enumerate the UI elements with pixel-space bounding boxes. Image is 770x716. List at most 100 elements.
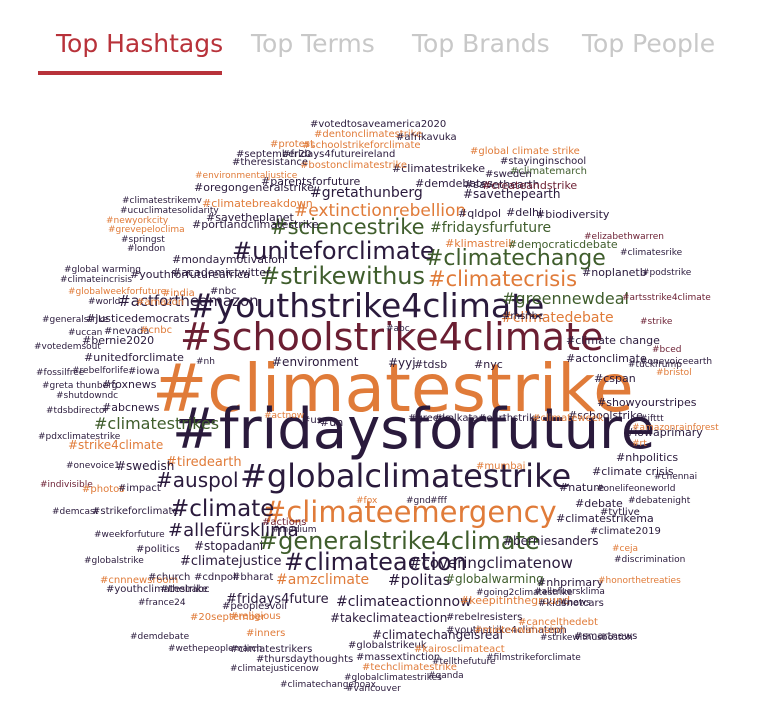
hashtag-word[interactable]: #greens [408, 413, 451, 424]
hashtag-word[interactable]: #rebelresisters [446, 612, 523, 623]
hashtag-word[interactable]: #tdsb [414, 358, 448, 371]
hashtag-word[interactable]: #tellthefuture [432, 657, 496, 667]
hashtag-word[interactable]: #youthforfutureafrica [130, 268, 250, 281]
hashtag-word[interactable]: #climateincrisis [60, 275, 133, 285]
hashtag-word[interactable]: #peoplesvoil [222, 601, 288, 612]
hashtag-word[interactable]: #savethearth [464, 178, 540, 191]
hashtag-word[interactable]: #allefuersklima [534, 587, 605, 597]
hashtag-word[interactable]: #global climate strike [470, 146, 580, 157]
hashtag-word[interactable]: #sweden [485, 169, 532, 180]
hashtag-word[interactable]: #greennewdeal [502, 289, 629, 308]
hashtag-word[interactable]: #climatechange [425, 246, 606, 271]
hashtag-word[interactable]: #nh [196, 357, 215, 367]
hashtag-word[interactable]: #climatecrisis [428, 267, 578, 291]
hashtag-word[interactable]: #unitedforclimate [84, 351, 184, 364]
hashtag-word[interactable]: #church [148, 572, 191, 583]
hashtag-word[interactable]: #globalclimatestrikes [344, 673, 442, 683]
hashtag-word[interactable]: #demdebate [130, 632, 190, 642]
hashtag-word[interactable]: #religious [230, 611, 281, 622]
hashtag-word[interactable]: #climateaction [284, 548, 467, 576]
hashtag-word[interactable]: #dentonclimatestrike [314, 129, 423, 140]
hashtag-word[interactable]: #youthstrike4climateph [446, 625, 567, 636]
hashtag-word[interactable]: #climatestrikeke [392, 162, 486, 175]
hashtag-word[interactable]: #climatestrike [152, 350, 634, 427]
hashtag-word[interactable]: #amazonrainforest [632, 423, 719, 433]
hashtag-word[interactable]: #qanda [428, 671, 464, 681]
hashtag-word[interactable]: #gretathunberg [310, 185, 423, 201]
hashtag-word[interactable]: #globalclimatestrike [240, 457, 572, 495]
hashtag-word[interactable]: #strikeforclimate [92, 506, 179, 517]
hashtag-word[interactable]: #swedish [116, 459, 175, 473]
hashtag-word[interactable]: #pdxclimatestrike [38, 432, 121, 442]
hashtag-word[interactable]: #fridays4future [226, 592, 329, 607]
hashtag-word[interactable]: #actnow [264, 411, 305, 421]
hashtag-word[interactable]: #climateactionnow [336, 594, 472, 610]
hashtag-word[interactable]: #extinctionrebellion [294, 201, 467, 221]
hashtag-word[interactable]: #globalwarming [445, 572, 544, 586]
hashtag-word[interactable]: #amzclimate [276, 572, 370, 588]
hashtag-word[interactable]: #democraticdebate [508, 238, 618, 251]
hashtag-word[interactable]: #stayinginschool [500, 156, 587, 167]
hashtag-word[interactable]: #schoolstrikeforclimate [302, 140, 421, 151]
hashtag-word[interactable]: #berniesanders [503, 534, 599, 548]
hashtag-word[interactable]: #globalstrike [84, 556, 144, 566]
hashtag-word[interactable]: #uniteforclimate [232, 237, 435, 265]
hashtag-word[interactable]: #newyorkcity [106, 216, 169, 226]
hashtag-word[interactable]: #tytlive [600, 507, 640, 518]
hashtag-word[interactable]: #savetheplanet [206, 211, 294, 224]
hashtag-word[interactable]: #nevada [104, 326, 150, 337]
hashtag-word[interactable]: #createandstrike [482, 179, 578, 192]
hashtag-word[interactable]: #iowa [128, 366, 160, 377]
hashtag-word[interactable]: #elizabethwarren [584, 232, 664, 242]
hashtag-word[interactable]: #climateweek [532, 413, 604, 424]
hashtag-word[interactable]: #climate2019 [590, 526, 661, 537]
hashtag-word[interactable]: #fff [430, 496, 447, 506]
hashtag-word[interactable]: #sciencestrike [270, 215, 425, 239]
hashtag-word[interactable]: #smartnews [574, 631, 638, 642]
hashtag-word[interactable]: #delhi [506, 206, 543, 219]
hashtag-word[interactable]: #mumbai [476, 461, 526, 472]
hashtag-word[interactable]: #springst [121, 235, 165, 245]
hashtag-word[interactable]: #climatestrikemv [122, 196, 202, 206]
hashtag-word[interactable]: #cspan [594, 372, 636, 385]
hashtag-word[interactable]: #20september [190, 612, 266, 623]
hashtag-word[interactable]: #nyc [474, 358, 503, 371]
hashtag-word[interactable]: #politics [136, 544, 180, 555]
hashtag-word[interactable]: #kairosclimateact [414, 644, 505, 655]
hashtag-word[interactable]: #shutdowndc [56, 391, 119, 401]
hashtag-word[interactable]: #politas [388, 571, 451, 589]
tab-top-brands[interactable]: Top Brands [412, 29, 550, 58]
hashtag-word[interactable]: #stopadani [194, 539, 264, 553]
hashtag-word[interactable]: #ifttt [640, 414, 664, 424]
hashtag-word[interactable]: #demdebates [415, 177, 493, 190]
hashtag-word[interactable]: #climatejusticenow [230, 664, 319, 674]
hashtag-word[interactable]: #honorthetreaties [598, 576, 681, 586]
hashtag-word[interactable]: #climate crisis [592, 465, 674, 478]
hashtag-word[interactable]: #abcnews [102, 401, 160, 414]
hashtag-word[interactable]: #auspol [156, 468, 239, 492]
hashtag-word[interactable]: #amazon [136, 297, 185, 308]
hashtag-word[interactable]: #discrimination [614, 555, 686, 565]
hashtag-word[interactable]: #un [320, 416, 344, 429]
hashtag-word[interactable]: #cancelthedebt [518, 617, 598, 628]
hashtag-word[interactable]: #fossilfree [36, 368, 85, 378]
hashtag-word[interactable]: #vancouver [346, 684, 401, 694]
hashtag-word[interactable]: #environment [272, 355, 359, 369]
tab-top-people[interactable]: Top People [582, 29, 716, 58]
hashtag-word[interactable]: #cnbc [140, 325, 173, 336]
hashtag-word[interactable]: #bristol [656, 368, 692, 378]
hashtag-word[interactable]: #fridays4futureireland [282, 149, 396, 160]
hashtag-word[interactable]: #fridaysfurfuture [430, 220, 552, 236]
tab-top-terms[interactable]: Top Terms [251, 29, 375, 58]
hashtag-word[interactable]: #bced [652, 345, 682, 355]
hashtag-word[interactable]: #inners [246, 628, 286, 639]
hashtag-word[interactable]: #protest [270, 139, 314, 150]
hashtag-word[interactable]: #september20 [236, 149, 312, 160]
hashtag-word[interactable]: #actonclimate [566, 352, 647, 365]
hashtag-word[interactable]: #ucuclimatesolidarity [120, 206, 219, 216]
hashtag-word[interactable]: #keepitintheground [460, 594, 571, 607]
hashtag-word[interactable]: #nhpolitics [616, 451, 679, 464]
hashtag-word[interactable]: #rt [632, 439, 647, 449]
hashtag-word[interactable]: #earthstrike [478, 413, 541, 424]
hashtag-word[interactable]: #savethepearth [463, 187, 561, 201]
